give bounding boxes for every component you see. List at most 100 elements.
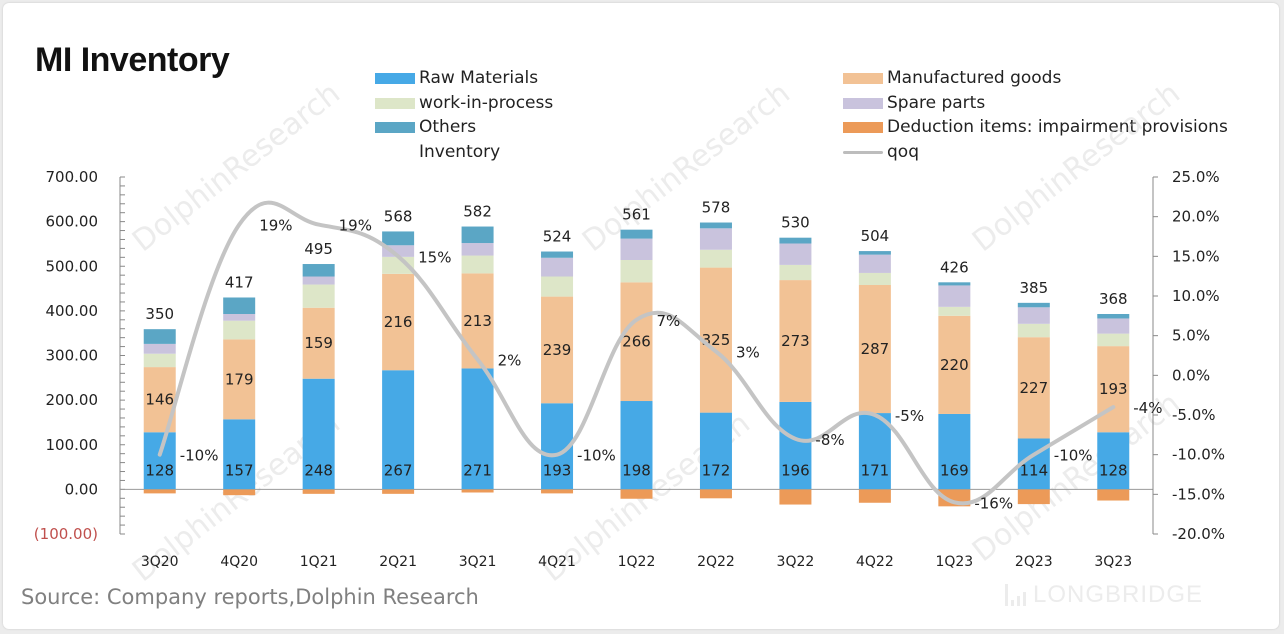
bar-data-label: 179 — [225, 370, 254, 388]
bar-segment-raw-materials — [302, 378, 335, 490]
bar-segment-work-in-process — [699, 249, 732, 268]
bar-data-label: 169 — [940, 461, 969, 479]
bar-data-label: 128 — [1099, 461, 1128, 479]
bar-data-label: 128 — [145, 461, 174, 479]
total-label: 578 — [702, 199, 731, 217]
bar-segment-others — [382, 231, 415, 246]
right-axis-tick-label: 25.0% — [1172, 168, 1220, 186]
bar-segment-work-in-process — [779, 264, 812, 281]
bar-segment-deduction — [382, 489, 415, 494]
x-axis-tick-label: 3Q21 — [459, 554, 497, 570]
bar-segment-work-in-process — [143, 353, 176, 368]
x-axis-tick-label: 2Q21 — [379, 554, 417, 570]
total-label: 582 — [463, 203, 492, 221]
left-axis-tick-label: 0.00 — [65, 480, 98, 498]
legend-label: Inventory — [419, 142, 501, 162]
total-label: 504 — [861, 227, 890, 245]
bar-segment-raw-materials — [461, 368, 494, 490]
bar-segment-spare-parts — [382, 245, 415, 257]
bar-segment-spare-parts — [223, 313, 256, 321]
bar-data-label: 193 — [543, 461, 572, 479]
bar-segment-spare-parts — [1017, 307, 1050, 324]
bar-segment-deduction — [541, 489, 574, 494]
x-axis-tick-label: 3Q22 — [777, 554, 815, 570]
x-axis-tick-label: 1Q22 — [618, 554, 656, 570]
right-axis-tick-label: -10.0% — [1172, 446, 1225, 464]
legend-swatch — [843, 73, 883, 84]
chart-card: MI Inventory Raw Materials work-in-proce… — [3, 3, 1279, 629]
bar-segment-spare-parts — [699, 228, 732, 250]
bar-segment-raw-materials — [223, 419, 256, 490]
total-label: 530 — [781, 214, 810, 232]
qoq-data-label: -10% — [180, 447, 219, 465]
total-label: 385 — [1019, 279, 1048, 297]
qoq-data-label: -16% — [974, 494, 1013, 512]
x-axis-tick-label: 3Q23 — [1094, 554, 1132, 570]
qoq-data-label: -10% — [577, 447, 616, 465]
bar-data-label: 196 — [781, 461, 810, 479]
qoq-data-label: 3% — [736, 344, 760, 362]
bar-data-label: 216 — [384, 313, 413, 331]
bar-segment-manufactured-goods — [699, 267, 732, 413]
bar-data-label: 325 — [702, 331, 731, 349]
bar-data-label: 114 — [1019, 461, 1048, 479]
bar-segment-deduction — [779, 489, 812, 505]
bar-data-label: 266 — [622, 333, 651, 351]
bar-segment-work-in-process — [1017, 323, 1050, 338]
bar-segment-deduction — [620, 489, 653, 499]
right-axis-tick-label: 20.0% — [1172, 208, 1220, 226]
legend-swatch — [843, 122, 883, 133]
legend-label: Raw Materials — [419, 68, 539, 88]
bar-segment-spare-parts — [858, 254, 891, 273]
qoq-data-label: 7% — [657, 312, 681, 330]
bar-segment-manufactured-goods — [302, 307, 335, 379]
bar-data-label: 193 — [1099, 380, 1128, 398]
bar-segment-spare-parts — [302, 276, 335, 285]
bar-data-label: 239 — [543, 341, 572, 359]
right-axis-tick-label: -15.0% — [1172, 485, 1225, 503]
right-axis-tick-label: -20.0% — [1172, 525, 1225, 543]
bar-segment-manufactured-goods — [1017, 337, 1050, 439]
total-label: 561 — [622, 206, 651, 224]
bar-segment-raw-materials — [143, 432, 176, 490]
bar-segment-work-in-process — [620, 260, 653, 283]
qoq-data-label: -8% — [815, 431, 844, 449]
bar-data-label: 198 — [622, 461, 651, 479]
bar-segment-spare-parts — [779, 243, 812, 265]
bar-segment-others — [541, 251, 574, 258]
bar-segment-others — [302, 264, 335, 277]
bar-segment-others — [938, 282, 971, 286]
qoq-data-label: 19% — [259, 217, 292, 235]
total-label: 417 — [225, 273, 254, 291]
total-label: 426 — [940, 258, 969, 276]
left-axis-tick-label: 600.00 — [46, 213, 99, 231]
qoq-data-label: 2% — [498, 351, 522, 369]
bar-segment-raw-materials — [620, 401, 653, 490]
bar-segment-manufactured-goods — [382, 273, 415, 371]
bar-segment-manufactured-goods — [858, 284, 891, 414]
x-axis-tick-label: 3Q20 — [141, 554, 179, 570]
left-axis-tick-label: 700.00 — [46, 168, 99, 186]
legend-swatch — [375, 73, 415, 84]
bar-segment-others — [620, 229, 653, 239]
bar-segment-others — [1017, 302, 1050, 308]
qoq-data-label: 19% — [339, 217, 372, 235]
bar-segment-work-in-process — [1097, 333, 1130, 347]
x-axis-tick-label: 4Q20 — [220, 554, 258, 570]
bar-data-label: 227 — [1019, 379, 1048, 397]
bar-data-label: 171 — [861, 461, 890, 479]
bar-segment-spare-parts — [143, 343, 176, 354]
bar-segment-spare-parts — [620, 238, 653, 261]
bar-segment-deduction — [858, 489, 891, 503]
total-label: 495 — [304, 240, 333, 258]
bar-data-label: 267 — [384, 461, 413, 479]
bar-data-label: 248 — [304, 461, 333, 479]
legend-line-swatch — [843, 151, 883, 154]
right-axis-tick-label: 15.0% — [1172, 247, 1220, 265]
bar-segment-deduction — [699, 489, 732, 499]
left-axis-tick-label: (100.00) — [34, 525, 98, 543]
left-axis-tick-label: 200.00 — [46, 391, 99, 409]
legend-label: Deduction items: impairment provisions — [887, 117, 1228, 137]
bar-segment-deduction — [143, 489, 176, 494]
bar-segment-manufactured-goods — [223, 339, 256, 420]
